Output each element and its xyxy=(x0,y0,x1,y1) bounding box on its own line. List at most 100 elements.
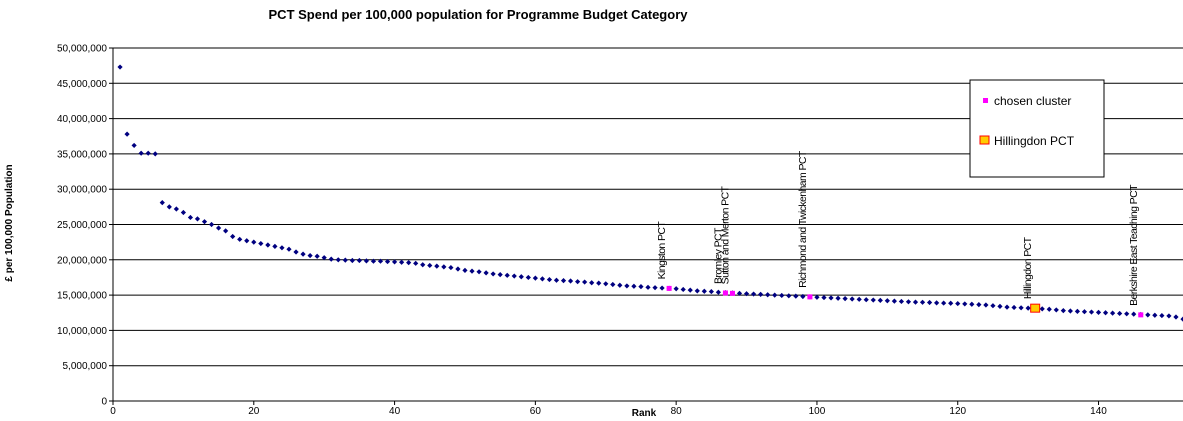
data-point xyxy=(912,299,919,305)
y-tick-label: 10,000,000 xyxy=(57,326,107,337)
data-point xyxy=(525,274,531,281)
data-point xyxy=(765,292,771,298)
data-point xyxy=(1145,312,1151,318)
data-point xyxy=(138,150,144,156)
data-point xyxy=(898,298,905,305)
data-point xyxy=(631,283,637,289)
data-point xyxy=(575,279,581,285)
data-point xyxy=(420,262,426,268)
data-point xyxy=(448,264,454,271)
data-point xyxy=(159,200,165,206)
data-point xyxy=(786,293,792,299)
data-point xyxy=(483,270,489,276)
data-point xyxy=(223,228,229,234)
data-point xyxy=(934,300,940,306)
x-tick-label: 80 xyxy=(671,406,683,417)
y-axis-title: £ per 100,000 Population xyxy=(4,164,15,281)
legend-box xyxy=(969,79,1105,178)
data-point xyxy=(215,225,222,231)
data-point xyxy=(1074,308,1081,314)
data-point xyxy=(990,303,996,309)
data-point xyxy=(948,300,954,306)
data-point xyxy=(997,303,1003,309)
data-point xyxy=(286,246,292,252)
chosen-cluster-point xyxy=(666,285,672,291)
data-point xyxy=(490,271,496,277)
legend: chosen cluster Hillingdon PCT xyxy=(969,79,1105,178)
data-point xyxy=(842,296,848,302)
gridlines xyxy=(113,47,1183,367)
data-point xyxy=(772,292,778,298)
data-point xyxy=(532,275,538,281)
data-point xyxy=(166,204,172,210)
data-point xyxy=(356,257,362,264)
data-point xyxy=(926,299,933,306)
data-point xyxy=(962,301,968,307)
data-point xyxy=(173,206,179,212)
data-point xyxy=(462,267,468,273)
data-point xyxy=(1173,314,1179,320)
data-point xyxy=(849,296,855,302)
data-point xyxy=(455,266,461,272)
x-tick-label: 100 xyxy=(809,406,826,417)
data-point xyxy=(567,278,574,284)
y-tick-label: 40,000,000 xyxy=(57,114,107,125)
data-point xyxy=(976,302,982,308)
y-tick-label: 5,000,000 xyxy=(63,361,108,372)
data-point xyxy=(659,285,665,291)
data-point xyxy=(377,258,384,264)
data-point xyxy=(638,284,644,290)
data-point xyxy=(546,276,553,283)
data-point xyxy=(469,268,475,274)
data-point xyxy=(870,297,876,303)
data-point xyxy=(560,278,567,284)
data-point xyxy=(596,280,602,286)
x-tick-label: 120 xyxy=(949,406,966,417)
data-point xyxy=(413,260,419,266)
data-point xyxy=(1025,305,1031,311)
data-point xyxy=(919,299,926,305)
data-point xyxy=(335,257,341,263)
chosen-cluster-point xyxy=(807,294,813,300)
data-point xyxy=(884,298,890,304)
data-point xyxy=(434,263,440,269)
y-tick-label: 50,000,000 xyxy=(57,44,107,55)
data-point xyxy=(539,276,546,282)
data-point xyxy=(145,150,151,156)
data-point xyxy=(1039,306,1045,312)
data-point xyxy=(328,256,334,262)
data-point xyxy=(1110,310,1116,316)
data-point xyxy=(1046,306,1052,312)
legend-chosen-cluster-label: chosen cluster xyxy=(994,94,1071,108)
y-tick-label: 30,000,000 xyxy=(57,185,107,196)
data-point xyxy=(680,286,686,293)
data-point xyxy=(983,302,989,308)
data-point xyxy=(321,255,327,261)
annotation-label: Richmond and Twickenham PCT xyxy=(797,150,809,288)
data-point xyxy=(1180,316,1183,322)
data-point xyxy=(279,245,285,251)
annotation-label: Kingston PCT xyxy=(656,221,668,280)
data-point xyxy=(743,291,750,297)
x-tick-label: 140 xyxy=(1090,406,1107,417)
data-point xyxy=(708,288,714,295)
annotation-label: Sutton and Merton PCT xyxy=(719,185,731,284)
data-point xyxy=(624,283,630,289)
chosen-cluster-point xyxy=(1138,312,1144,318)
highlight-points xyxy=(666,285,1144,318)
data-point xyxy=(117,64,123,70)
data-point xyxy=(1117,310,1123,317)
data-point xyxy=(877,297,883,303)
data-point xyxy=(208,221,215,228)
data-point xyxy=(314,253,320,259)
data-point xyxy=(800,293,806,300)
data-point xyxy=(1159,312,1165,319)
data-point xyxy=(1011,304,1017,311)
data-point xyxy=(835,295,841,301)
data-point xyxy=(856,296,862,302)
data-point xyxy=(645,284,651,290)
data-point xyxy=(603,281,609,287)
data-point xyxy=(441,264,447,270)
